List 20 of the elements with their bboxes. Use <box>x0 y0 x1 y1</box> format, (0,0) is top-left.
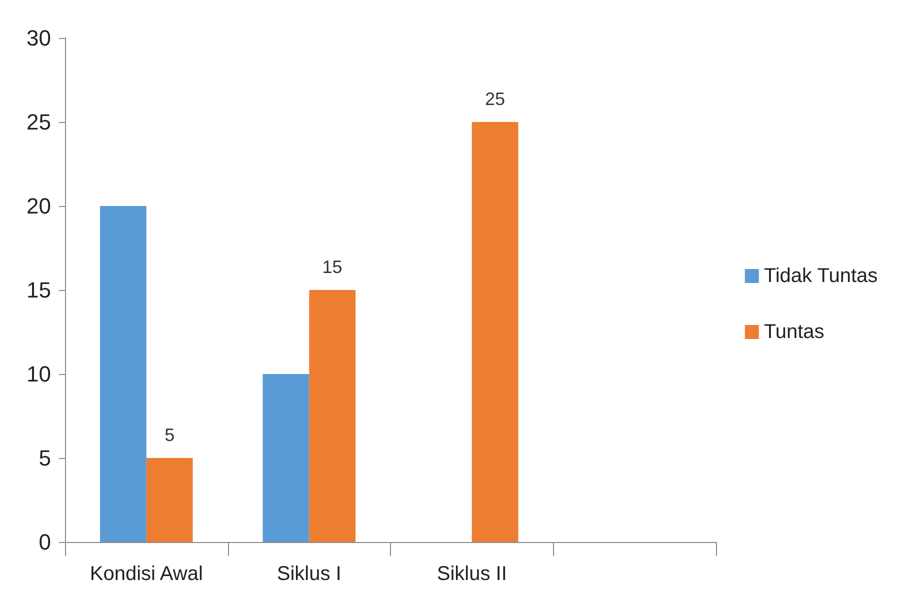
y-tick-label: 10 <box>26 362 51 386</box>
bar <box>262 374 310 542</box>
x-tick-label: Kondisi Awal <box>90 563 203 585</box>
y-tick-label: 20 <box>26 194 51 218</box>
bar <box>472 122 518 542</box>
bar <box>100 206 146 542</box>
legend-label: Tidak Tuntas <box>764 265 878 287</box>
y-tick-label: 30 <box>26 26 51 50</box>
bar <box>146 458 193 542</box>
data-label: 15 <box>322 257 342 277</box>
data-label: 25 <box>485 89 506 109</box>
x-tick-label: Siklus I <box>276 563 342 585</box>
y-tick-label: 25 <box>26 110 51 134</box>
bar <box>309 290 356 542</box>
y-tick-label: 0 <box>38 530 51 554</box>
legend-label: Tuntas <box>764 321 824 343</box>
y-tick-label: 5 <box>38 446 51 470</box>
x-tick-label: Siklus II <box>436 563 507 585</box>
y-tick-label: 15 <box>26 278 51 302</box>
data-label: 5 <box>164 425 175 445</box>
